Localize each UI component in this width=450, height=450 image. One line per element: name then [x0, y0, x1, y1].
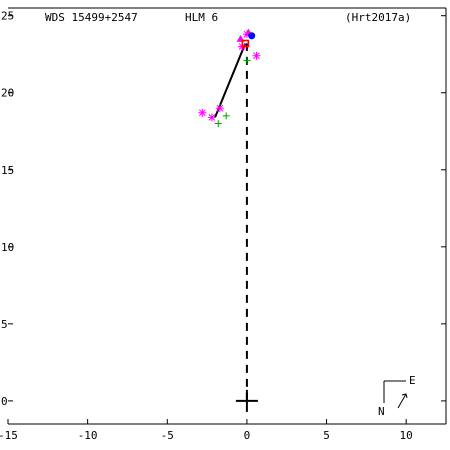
- plot-frame: [8, 7, 447, 425]
- plus-marker: [214, 120, 222, 128]
- compass-east-label: E: [409, 374, 416, 387]
- x-tick-label: 5: [323, 429, 330, 442]
- compass: N E: [378, 374, 416, 418]
- direction-arrow: [397, 393, 407, 409]
- x-tick-label: -5: [161, 429, 174, 442]
- observation-marks: [198, 28, 261, 128]
- y-tick-label: 10: [1, 241, 14, 254]
- reference-code: (Hrt2017a): [345, 11, 411, 24]
- x-tick-label: 10: [400, 429, 413, 442]
- square-marker: [241, 39, 250, 48]
- y-tick-label: 0: [1, 395, 8, 408]
- direction-arrow-head: [401, 393, 408, 399]
- asterisk-marker: [198, 108, 207, 117]
- plus-marker: [222, 112, 230, 120]
- asterisk-marker: [252, 51, 261, 60]
- y-tick-label: 20: [1, 87, 14, 100]
- x-tick-label: -10: [78, 429, 98, 442]
- x-tick-label: -15: [0, 429, 18, 442]
- wds-designation: WDS 15499+2547: [45, 11, 138, 24]
- orbit-lines: [214, 43, 258, 412]
- discoverer-code: HLM 6: [185, 11, 218, 24]
- x-tick-label: 0: [244, 429, 251, 442]
- axis-ticks: 0 5 10 15 20 25 -15 -10 -5 0 5 10: [0, 10, 446, 442]
- asterisk-marker: [207, 113, 216, 122]
- dot-marker: [248, 32, 256, 40]
- y-tick-label: 15: [1, 164, 14, 177]
- y-tick-label: 5: [1, 318, 8, 331]
- asterisk-marker: [215, 104, 224, 113]
- plus-marker: [243, 56, 251, 64]
- y-tick-label: 25: [1, 10, 14, 23]
- compass-north-label: N: [378, 405, 385, 418]
